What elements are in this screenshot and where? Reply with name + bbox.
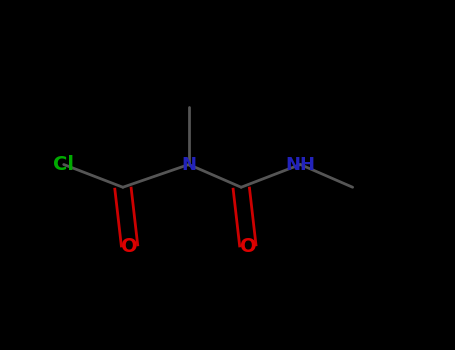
Text: N: N [182,155,196,174]
Text: O: O [240,237,256,256]
Text: NH: NH [285,155,315,174]
Text: Cl: Cl [53,155,74,174]
Text: O: O [121,237,138,256]
